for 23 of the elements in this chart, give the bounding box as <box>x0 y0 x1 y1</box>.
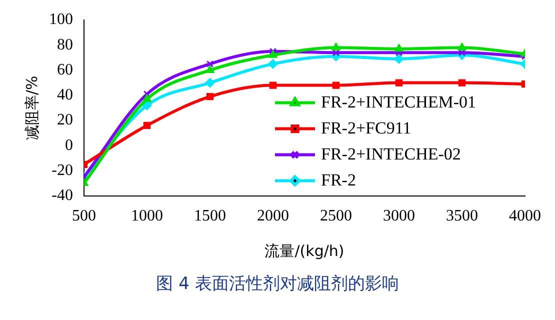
y-tick-label: 80 <box>57 36 73 54</box>
legend-label: FR-2+FC911 <box>321 118 412 138</box>
y-tick-label: 60 <box>57 61 73 78</box>
x-tick-label: 3500 <box>446 208 478 225</box>
legend-label: FR-2 <box>321 170 356 190</box>
x-tick-label: 2500 <box>320 208 352 225</box>
legend-label: FR-2+INTECHEM-01 <box>321 92 476 112</box>
y-tick-label: 100 <box>49 11 73 28</box>
x-tick-label: 1000 <box>131 208 163 225</box>
x-tick-label: 3000 <box>383 208 415 225</box>
y-axis-title: 减阻率/% <box>22 76 41 140</box>
x-tick-label: 1500 <box>194 208 226 225</box>
legend-label: FR-2+INTECHE-02 <box>321 144 461 164</box>
y-tick-label: 20 <box>57 112 73 129</box>
x-tick-label: 2000 <box>257 208 289 225</box>
x-tick-label: 500 <box>72 208 96 225</box>
y-tick-label: -40 <box>52 187 73 204</box>
y-tick-label: -20 <box>52 162 73 179</box>
x-axis-title: 流量/(kg/h) <box>264 242 344 260</box>
y-tick-label: 0 <box>65 136 73 154</box>
x-tick-label: 4000 <box>509 208 541 225</box>
y-tick-label: 40 <box>57 86 73 104</box>
caption: 图 4 表面活性剂对减阻剂的影响 <box>155 273 400 295</box>
